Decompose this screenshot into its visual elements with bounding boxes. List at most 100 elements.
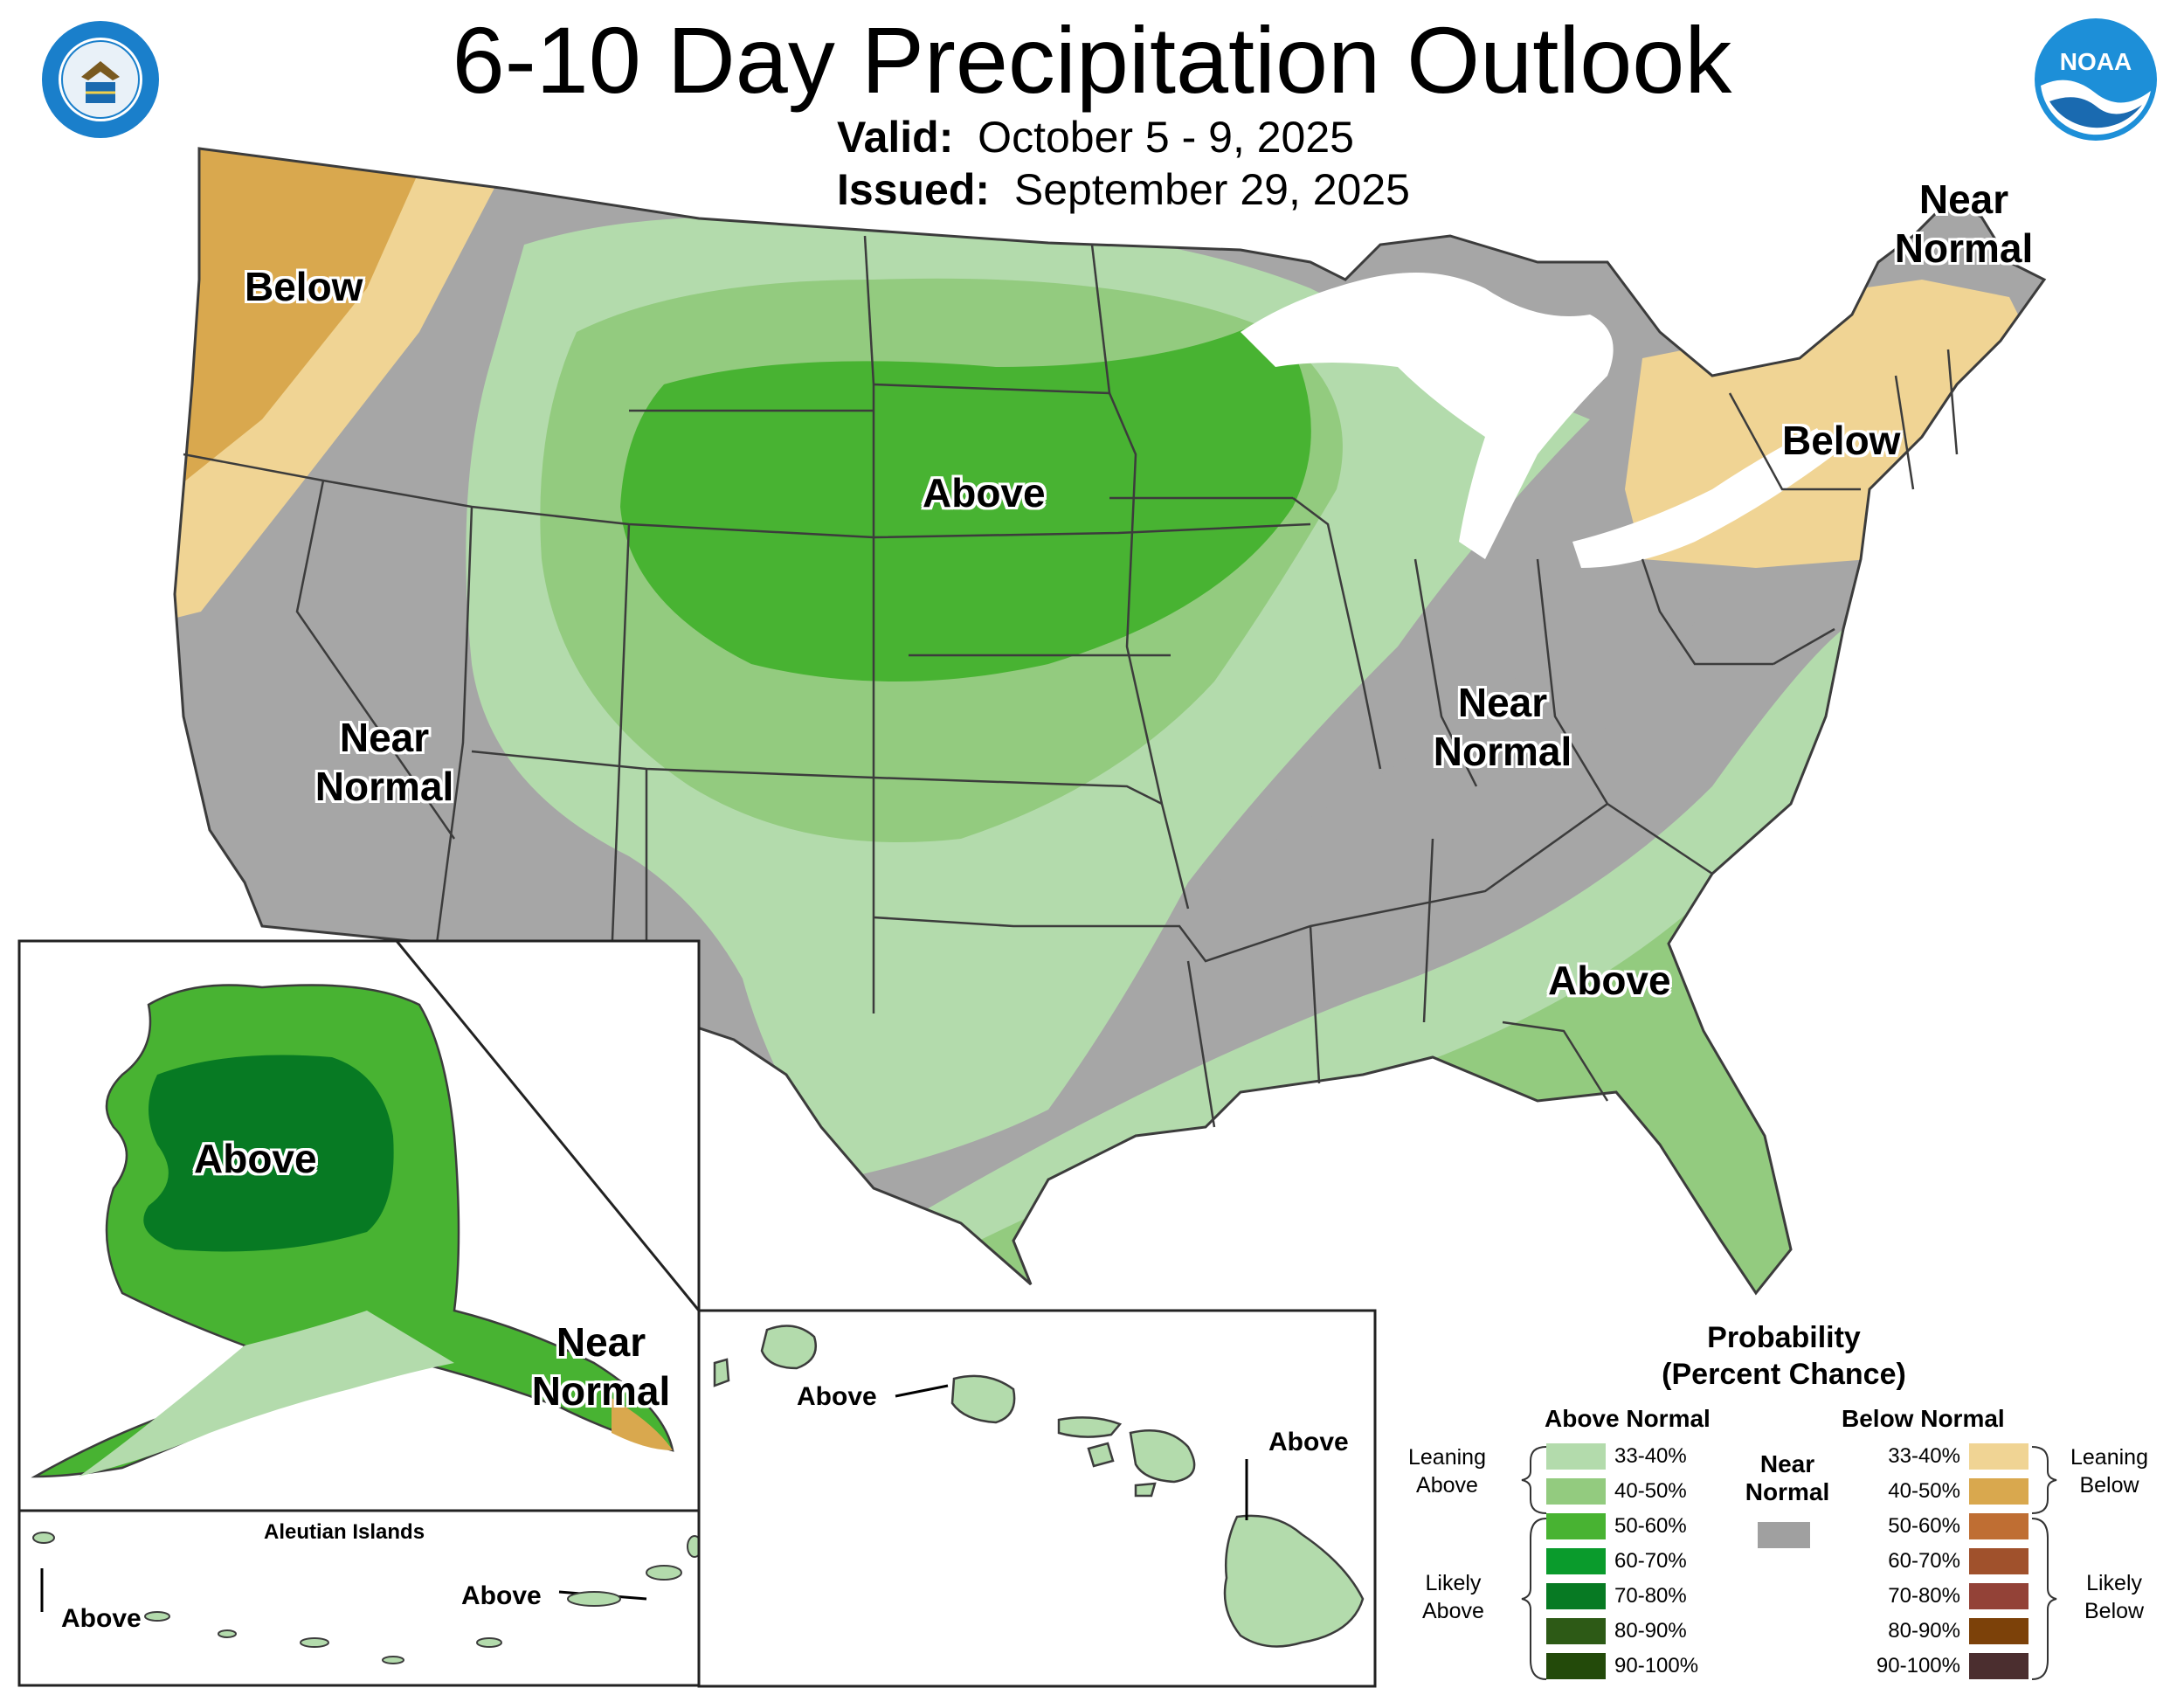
legend-above-label: 80-90% [1614,1619,1687,1643]
issued-line: Issued: September 29, 2025 [837,164,1410,215]
legend-below-swatch [1969,1548,2028,1574]
ne-near-label-line1: Near [1918,176,2009,222]
legend-below-row: 60-70% [0,1548,2184,1578]
valid-line: Valid: October 5 - 9, 2025 [837,112,1354,163]
ak-near-label-line2: Normal [531,1368,671,1414]
legend-title-line2: (Percent Chance) [1662,1358,1906,1391]
legend-likely-below-label: Likely Below [2084,1569,2144,1625]
legend-below-row: 80-90% [0,1618,2184,1648]
valid-label: Valid: [837,113,954,162]
likely-below-line2: Below [2084,1599,2145,1623]
noaa-logo-text: NOAA [2060,48,2132,75]
legend-title-line1: Probability [1707,1321,1861,1354]
legend-below-swatch [1969,1513,2028,1539]
west-near-normal-label: Near Normal [288,713,480,811]
legend-near-normal-label: Near Normal [1735,1450,1840,1506]
central-above-50-60-region [620,315,1311,681]
ak-near-label-line1: Near [556,1319,646,1365]
legend-above-row: 90-100% [0,1653,2184,1683]
legend-below-row: 90-100% [0,1653,2184,1683]
likely-above-line1: Likely [1425,1571,1482,1595]
legend-above-row: 50-60% [0,1513,2184,1543]
legend-above-row: 70-80% [0,1583,2184,1613]
aleutian-above-east-label: Above [461,1581,542,1610]
legend-below-row: 50-60% [0,1513,2184,1543]
maui-island [1129,1429,1196,1484]
hawaii-pointer-oahu [895,1384,949,1398]
pnw-below-40-50-region [175,149,437,507]
legend-below-row: 40-50% [0,1478,2184,1508]
hawaii-islands [713,1325,1365,1648]
legend-above-row: 60-70% [0,1548,2184,1578]
legend-leaning-above-label: Leaning Above [1408,1443,1486,1499]
kauai-island [760,1325,817,1370]
legend-below-header: Below Normal [1842,1405,2005,1432]
legend-below-row: 70-80% [0,1583,2184,1613]
legend-below-swatch [1969,1443,2028,1470]
kahoolawe-island [1134,1482,1157,1498]
legend-above-swatch [1546,1583,1606,1609]
northeast-below-label: Below [1782,418,1901,463]
legend-above-row: 33-40% [0,1443,2184,1473]
legend-above-swatch [1546,1548,1606,1574]
alaska-panhandle-below-region [612,1398,673,1450]
noaa-logo: NOAA [2035,18,2157,141]
legend-below-label: 70-80% [1888,1584,1960,1608]
legend-title: Probability (Percent Chance) [1565,1319,2002,1393]
pnw-below-label: Below [245,264,363,309]
legend-below-swatch [1969,1618,2028,1644]
legend-likely-above-label: Likely Above [1422,1569,1484,1625]
valid-dates: October 5 - 9, 2025 [978,113,1354,162]
central-above-label: Above [923,470,1046,515]
big-island [1223,1514,1365,1648]
leaning-above-line1: Leaning [1408,1445,1486,1470]
legend-above-swatch [1546,1513,1606,1539]
west-near-label-line2: Normal [314,764,454,809]
likely-above-line2: Above [1422,1599,1484,1623]
legend-above-swatch [1546,1618,1606,1644]
ne-near-label-line2: Normal [1894,225,2034,271]
legend-above-swatch [1546,1443,1606,1470]
legend-above-label: 50-60% [1614,1514,1687,1538]
legend-below-label: 40-50% [1888,1479,1960,1503]
oahu-island [950,1374,1016,1424]
hawaii-above-big-island-label: Above [1268,1428,1349,1456]
legend-above-label: 70-80% [1614,1584,1687,1608]
hawaii-above-oahu-label: Above [797,1382,877,1411]
legend-leaning-below-label: Leaning Below [2070,1443,2148,1499]
great-lakes-water [1241,273,1614,559]
leaning-above-line2: Above [1416,1473,1478,1498]
legend-below-label: 33-40% [1888,1444,1960,1468]
map-title: 6-10 Day Precipitation Outlook [452,7,1732,113]
commerce-seal-logo [42,21,159,138]
ohio-near-label-line1: Near [1457,680,1548,725]
lanai-island [1087,1442,1115,1468]
legend-above-label: 60-70% [1614,1549,1687,1573]
legend-near-normal-swatch [1758,1522,1810,1548]
legend-below-swatch [1969,1583,2028,1609]
likely-below-line1: Likely [2086,1571,2142,1595]
legend-above-row: 80-90% [0,1618,2184,1648]
legend-above-swatch [1546,1653,1606,1679]
alaska-above-70-80-region [143,1055,394,1252]
legend-above-label: 90-100% [1614,1654,1699,1678]
legend-above-row: 40-50% [0,1478,2184,1508]
northeast-near-normal-label: Near Normal [1868,175,2060,273]
niihau-island [713,1358,730,1387]
legend-near-line1: Near [1759,1450,1815,1477]
aleutian-inset-title: Aleutian Islands [264,1520,425,1544]
alaska-near-normal-label: Near Normal [505,1318,697,1415]
ohio-near-normal-label: Near Normal [1406,678,1599,776]
alaska-south-above-33-40-region [79,1311,454,1477]
legend-above-label: 40-50% [1614,1479,1687,1503]
legend-above-swatch [1546,1478,1606,1505]
ohio-valley-near-normal-band [1188,580,1712,964]
legend-below-label: 50-60% [1888,1514,1960,1538]
legend-near-line2: Normal [1745,1478,1830,1505]
leaning-below-line2: Below [2079,1473,2139,1498]
legend-below-label: 60-70% [1888,1549,1960,1573]
molokai-island [1057,1416,1123,1438]
issued-date: September 29, 2025 [1013,165,1410,214]
